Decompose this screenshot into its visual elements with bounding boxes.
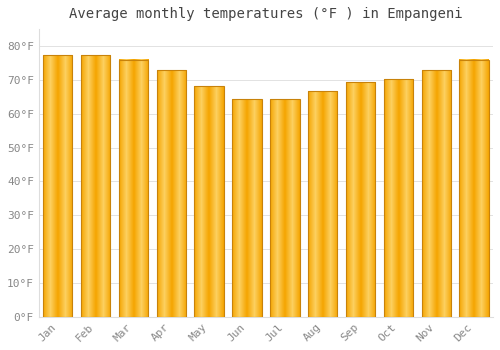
Bar	[460, 60, 489, 317]
Bar	[346, 82, 376, 317]
Bar	[384, 79, 413, 317]
Bar	[156, 70, 186, 317]
Bar	[81, 55, 110, 317]
Bar	[232, 99, 262, 317]
Bar	[308, 91, 338, 317]
Bar	[422, 70, 451, 317]
Bar	[43, 55, 72, 317]
Bar	[118, 60, 148, 317]
Bar	[270, 99, 300, 317]
Bar	[194, 86, 224, 317]
Title: Average monthly temperatures (°F ) in Empangeni: Average monthly temperatures (°F ) in Em…	[69, 7, 462, 21]
